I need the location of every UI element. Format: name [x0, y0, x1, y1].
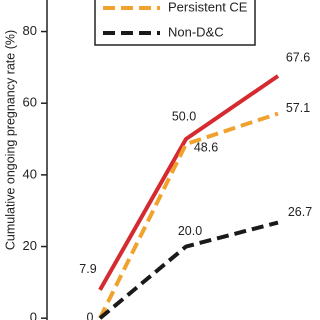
- y-tick-label: 80: [23, 23, 37, 38]
- series-line: [98, 74, 280, 291]
- data-label: 26.7: [288, 205, 312, 219]
- data-label: 7.9: [79, 262, 96, 276]
- data-label: 67.6: [286, 50, 310, 64]
- data-label: 50.0: [172, 109, 196, 123]
- y-tick-label: 60: [23, 95, 37, 110]
- y-tick-label: 20: [23, 238, 37, 253]
- series-line: [98, 111, 279, 320]
- data-label: 0: [87, 311, 94, 320]
- y-tick-label: 0: [30, 310, 37, 320]
- series-line: [98, 220, 279, 320]
- data-label: 57.1: [286, 101, 310, 115]
- y-axis-label: Cumulative ongoing pregnancy rate (%): [3, 30, 17, 250]
- legend-label: Non-D&C: [168, 24, 224, 39]
- data-label: 48.6: [194, 140, 218, 154]
- legend-label: Persistent CE: [168, 0, 248, 14]
- y-tick-label: 40: [23, 166, 37, 181]
- data-label: 20.0: [178, 224, 202, 238]
